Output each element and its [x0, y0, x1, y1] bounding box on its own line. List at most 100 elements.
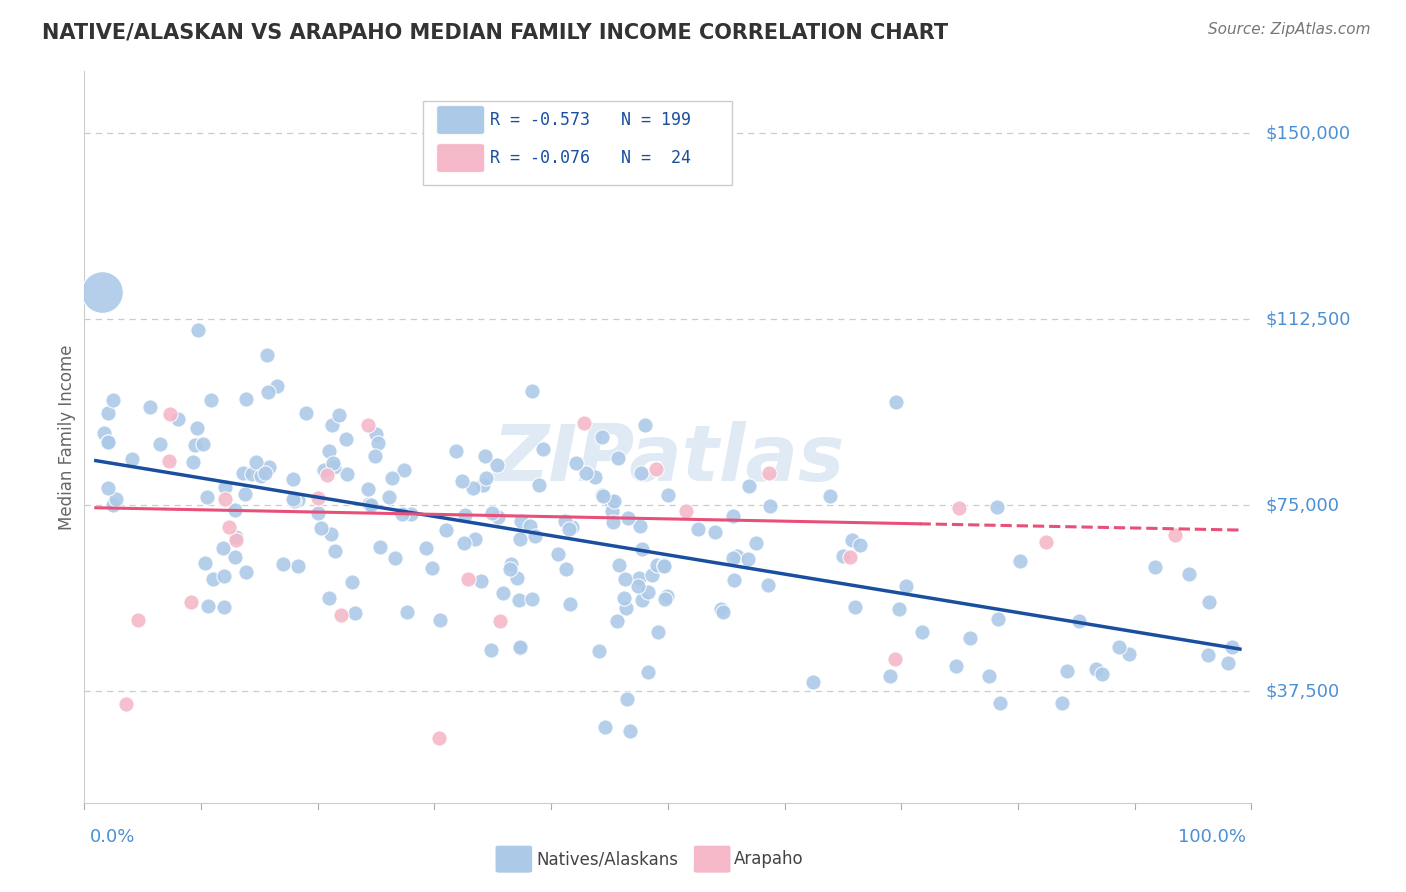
Point: [181, 455, 204, 469]
Point: [1197, 648, 1219, 662]
Text: N = 199: N = 199: [621, 112, 692, 129]
Point: [627, 571, 650, 585]
Point: [225, 533, 247, 547]
Point: [631, 593, 654, 607]
Point: [948, 500, 970, 515]
Point: [613, 572, 636, 586]
Point: [647, 625, 669, 640]
Point: [603, 494, 626, 508]
Point: [501, 557, 523, 571]
Point: [634, 418, 657, 433]
Point: [446, 443, 468, 458]
Point: [593, 721, 616, 735]
Point: [527, 478, 550, 492]
Point: [420, 560, 443, 574]
Point: [524, 529, 547, 543]
Point: [508, 592, 530, 607]
Point: [180, 595, 202, 609]
Point: [257, 459, 280, 474]
Point: [344, 606, 367, 620]
Point: [509, 641, 531, 656]
Point: [1198, 594, 1220, 608]
Point: [328, 409, 350, 423]
Point: [1163, 527, 1185, 541]
Point: [560, 597, 582, 611]
Point: [194, 557, 217, 571]
Point: [191, 437, 214, 451]
Point: [224, 503, 246, 517]
Point: [427, 731, 450, 746]
Point: [616, 600, 638, 615]
Point: [271, 557, 294, 571]
FancyBboxPatch shape: [437, 106, 485, 135]
Point: [202, 572, 225, 586]
FancyBboxPatch shape: [693, 846, 731, 873]
Point: [97, 481, 120, 495]
Point: [744, 535, 766, 549]
Point: [591, 487, 613, 501]
Point: [818, 489, 841, 503]
Point: [157, 454, 180, 468]
Point: [250, 469, 273, 483]
Point: [499, 561, 522, 575]
Point: [257, 384, 280, 399]
Point: [884, 394, 907, 409]
Point: [945, 659, 967, 673]
Point: [489, 614, 512, 628]
Point: [287, 559, 309, 574]
Point: [101, 498, 124, 512]
Point: [384, 551, 406, 566]
Text: R = -0.076: R = -0.076: [491, 149, 591, 168]
Point: [281, 491, 304, 506]
Point: [319, 526, 342, 541]
Point: [316, 468, 339, 483]
Point: [121, 452, 143, 467]
Point: [641, 568, 664, 582]
Point: [651, 558, 673, 573]
Point: [470, 574, 492, 589]
Point: [429, 613, 451, 627]
Point: [574, 466, 596, 480]
Point: [565, 456, 588, 470]
Point: [475, 471, 498, 485]
Point: [987, 612, 1010, 626]
Point: [1085, 662, 1108, 676]
Point: [357, 417, 380, 432]
Point: [212, 599, 235, 614]
Point: [218, 520, 240, 534]
Point: [481, 506, 503, 520]
Point: [479, 643, 502, 657]
Text: 0.0%: 0.0%: [90, 828, 135, 846]
Point: [392, 463, 415, 477]
Point: [281, 472, 304, 486]
Point: [368, 541, 391, 555]
Point: [167, 411, 190, 425]
Point: [318, 443, 340, 458]
FancyBboxPatch shape: [495, 846, 533, 873]
Point: [645, 558, 668, 572]
Point: [520, 384, 543, 399]
Point: [506, 571, 529, 585]
Point: [335, 433, 357, 447]
Point: [509, 640, 531, 654]
Point: [336, 467, 359, 482]
Point: [312, 462, 335, 476]
Point: [356, 482, 378, 496]
Point: [1035, 535, 1057, 549]
Point: [472, 478, 495, 492]
Point: [307, 506, 329, 520]
Point: [399, 507, 422, 521]
Point: [287, 492, 309, 507]
Point: [652, 558, 675, 573]
Point: [434, 523, 457, 537]
Point: [139, 400, 162, 414]
Point: [323, 544, 346, 558]
Point: [710, 601, 733, 615]
Point: [704, 525, 727, 540]
Point: [758, 500, 780, 514]
Point: [212, 541, 235, 555]
Point: [474, 449, 496, 463]
Text: 100.0%: 100.0%: [1178, 828, 1246, 846]
Point: [725, 549, 748, 563]
Point: [186, 421, 208, 435]
